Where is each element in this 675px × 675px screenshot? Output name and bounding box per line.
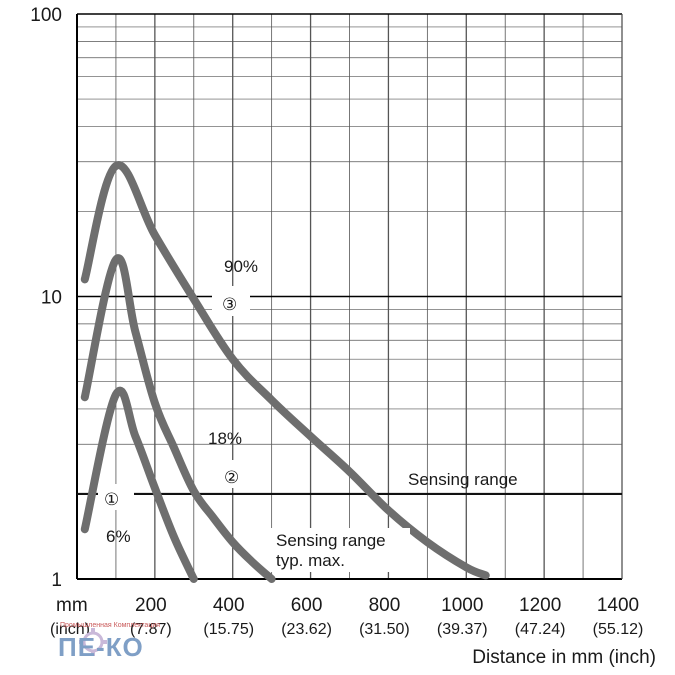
y-tick-label: 10 — [41, 288, 62, 309]
series-label-3: 90% — [224, 257, 258, 276]
annotation-line-2: typ. max. — [276, 551, 345, 570]
x-tick-label-inch: (23.62) — [281, 621, 332, 638]
x-tick-label-inch: (39.37) — [437, 621, 488, 638]
gear-logo-icon — [79, 628, 107, 656]
x-tick-label: 600 — [291, 595, 323, 616]
x-tick-label: 1400 — [597, 595, 639, 616]
x-tick-label-inch: (47.24) — [515, 621, 566, 638]
x-tick-label-inch: (55.12) — [593, 621, 644, 638]
series-line-2 — [80, 254, 276, 583]
watermark-logo-text: ПЕ-КО — [58, 632, 144, 662]
x-tick-label-inch: (7.87) — [130, 621, 172, 638]
x-tick-label: 200 — [135, 595, 167, 616]
x-tick-label: 400 — [213, 595, 245, 616]
x-axis-title: Distance in mm (inch) — [472, 647, 656, 668]
series-label-1: 6% — [106, 527, 131, 546]
watermark-small-text: Промышленная Комплектация — [60, 622, 161, 629]
x-tick-label-inch: (31.50) — [359, 621, 410, 638]
axes — [76, 14, 623, 579]
annotation-bg — [270, 528, 410, 572]
x-tick-label: 1000 — [441, 595, 483, 616]
series-line-1 — [80, 386, 198, 583]
series-label-2: 18% — [208, 429, 242, 448]
x-tick-label-inch: (15.75) — [203, 621, 254, 638]
x-unit-mm: mm — [56, 595, 88, 616]
series-line-3 — [80, 161, 490, 580]
x-tick-label: 800 — [369, 595, 401, 616]
curves — [80, 161, 490, 583]
y-tick-label: 1 — [51, 570, 62, 591]
sensing-range-label: Sensing range — [408, 470, 518, 489]
series-marker-2: ② — [224, 468, 239, 487]
x-unit-inch: (inch) — [50, 621, 90, 638]
series-marker-1: ① — [104, 490, 119, 509]
x-tick-label: 1200 — [519, 595, 561, 616]
series-label-bg — [98, 484, 134, 510]
series-marker-3: ③ — [222, 295, 237, 314]
y-tick-label: 100 — [30, 5, 62, 26]
annotation-line-1: Sensing range — [276, 531, 386, 550]
series-label-bg — [212, 286, 250, 316]
series-label-bg — [210, 460, 246, 488]
